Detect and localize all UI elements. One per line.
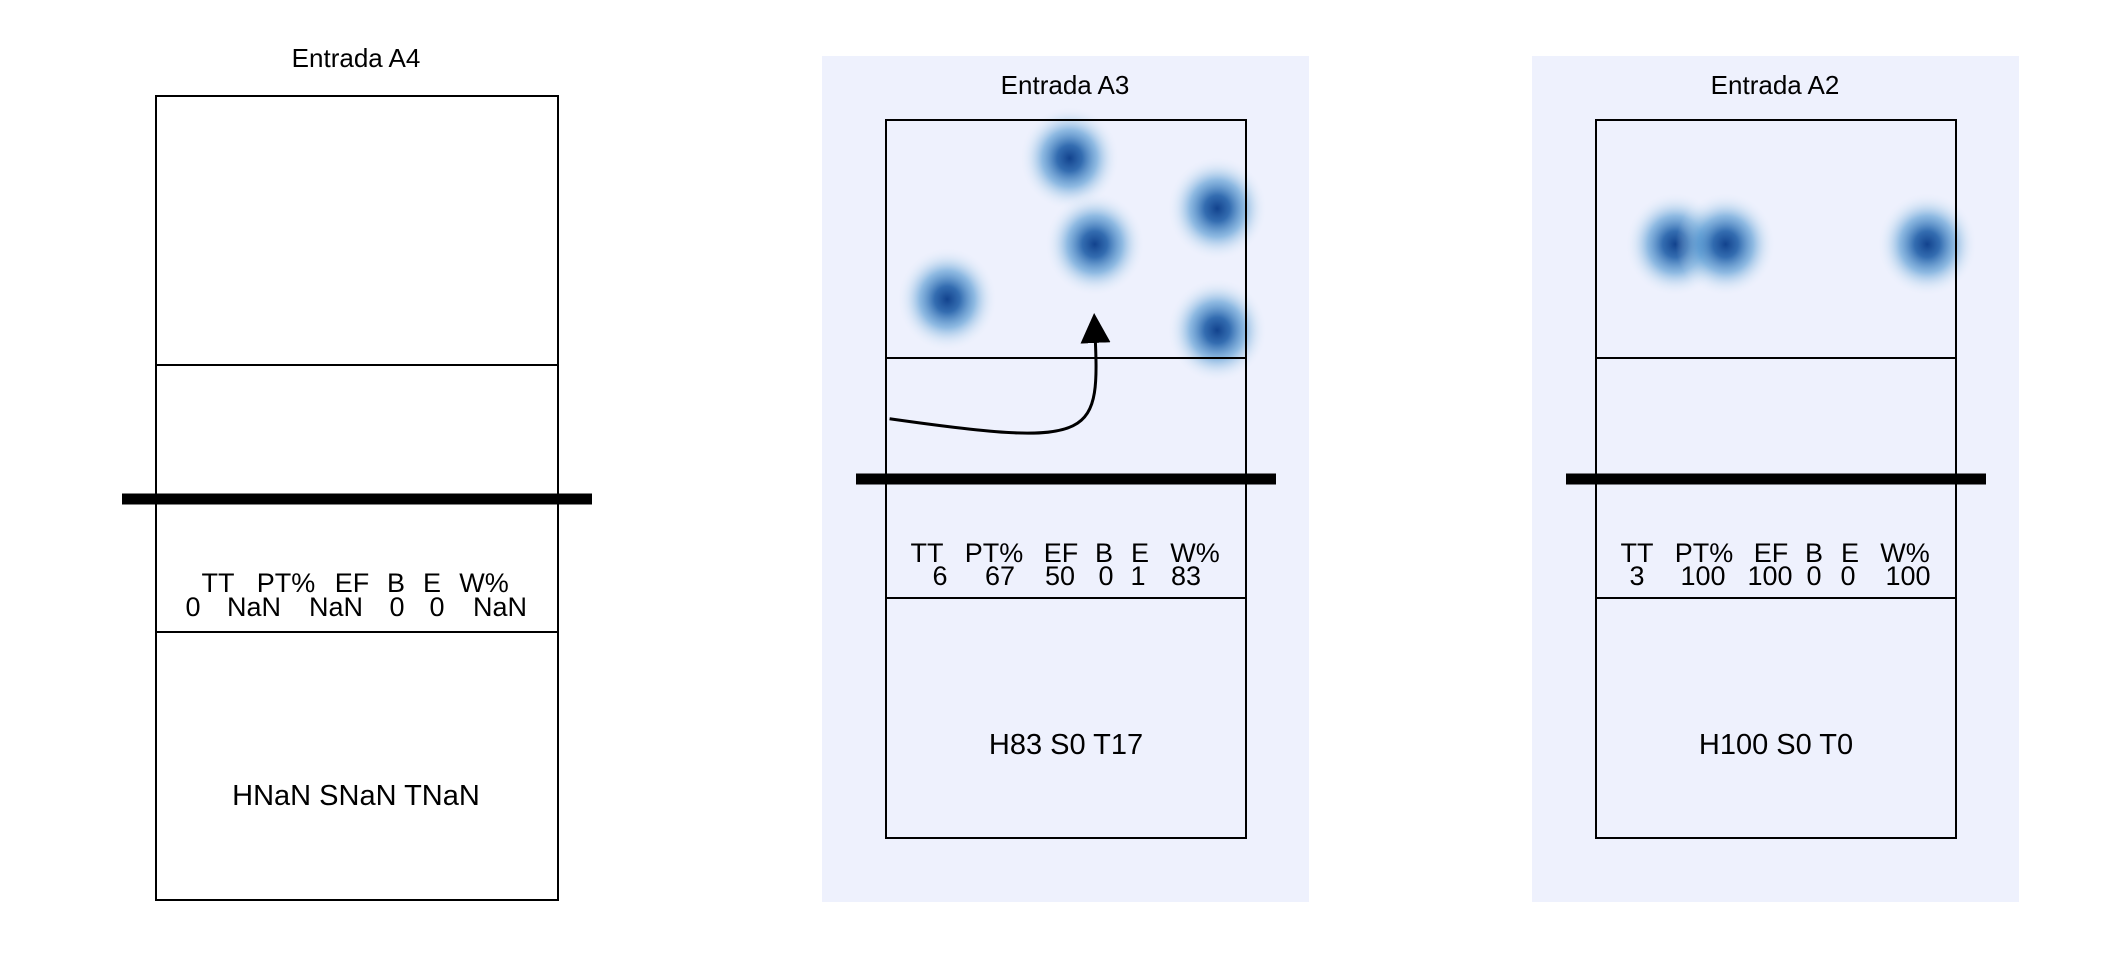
- heat-spot: [1044, 192, 1145, 297]
- stat-value: 83: [1171, 561, 1201, 591]
- stat-header: TT: [202, 568, 235, 598]
- stat-header: PT%: [257, 568, 316, 598]
- court-panel-a4: Entrada A4 TT PT% EF B E W% 0 NaN NaN 0 …: [122, 43, 592, 901]
- heat-spot: [897, 247, 998, 352]
- court-title: Entrada A4: [292, 43, 421, 73]
- stats-headers: TT PT% EF B E W%: [911, 538, 1220, 568]
- stat-header: EF: [335, 568, 370, 598]
- stats-values: 6 67 50 0 1 83: [932, 561, 1201, 591]
- stat-header: PT%: [1675, 538, 1734, 568]
- summary-label: H100 S0 T0: [1699, 729, 1853, 761]
- heatmap-layer: [897, 106, 1268, 383]
- court-title: Entrada A2: [1711, 70, 1840, 100]
- stat-header: W%: [1880, 538, 1930, 568]
- heat-spot: [1019, 106, 1120, 211]
- stat-header: B: [1805, 538, 1823, 568]
- stat-header: TT: [1621, 538, 1654, 568]
- stat-header: B: [1095, 538, 1113, 568]
- stats-values: 0 NaN NaN 0 0 NaN: [185, 592, 527, 622]
- heat-spot: [1877, 192, 1978, 297]
- stat-value: NaN: [473, 592, 527, 622]
- stat-header: E: [1841, 538, 1859, 568]
- court-title: Entrada A3: [1001, 70, 1130, 100]
- stat-header: PT%: [965, 538, 1024, 568]
- stats-values: 3 100 100 0 0 100: [1629, 561, 1930, 591]
- stat-header: E: [423, 568, 441, 598]
- court-panel-a3: Entrada A3 TT PT% EF B E W% 6 67 50 0 1 …: [822, 56, 1309, 902]
- heatmap-layer: [1625, 192, 1978, 297]
- stat-header: TT: [911, 538, 944, 568]
- stat-value: NaN: [227, 592, 281, 622]
- attack-arrow: [889, 312, 1111, 435]
- stat-value: 6: [932, 561, 947, 591]
- stat-value: 67: [985, 561, 1015, 591]
- heat-spot: [1675, 192, 1776, 297]
- stat-value: 0: [1840, 561, 1855, 591]
- heat-spot: [1167, 156, 1268, 261]
- stat-header: EF: [1754, 538, 1789, 568]
- stats-headers: TT PT% EF B E W%: [202, 568, 509, 598]
- stat-value: 100: [1747, 561, 1792, 591]
- stat-value: 0: [1806, 561, 1821, 591]
- heat-spot: [1167, 278, 1268, 383]
- stat-value: 0: [1098, 561, 1113, 591]
- stats-headers: TT PT% EF B E W%: [1621, 538, 1930, 568]
- stat-header: B: [387, 568, 405, 598]
- stat-header: W%: [1170, 538, 1220, 568]
- stat-value: 0: [429, 592, 444, 622]
- stat-header: W%: [459, 568, 509, 598]
- stat-value: 3: [1629, 561, 1644, 591]
- stat-value: 100: [1680, 561, 1725, 591]
- summary-label: H83 S0 T17: [989, 729, 1143, 761]
- court-panel-a2: Entrada A2 TT PT% EF B E W% 3 100 100 0 …: [1532, 56, 2019, 902]
- summary-label: HNaN SNaN TNaN: [232, 780, 480, 812]
- stat-value: 1: [1130, 561, 1145, 591]
- stat-header: E: [1131, 538, 1149, 568]
- stat-header: EF: [1044, 538, 1079, 568]
- stat-value: 0: [185, 592, 200, 622]
- stat-value: 100: [1885, 561, 1930, 591]
- stat-value: 50: [1045, 561, 1075, 591]
- stat-value: NaN: [309, 592, 363, 622]
- stat-value: 0: [389, 592, 404, 622]
